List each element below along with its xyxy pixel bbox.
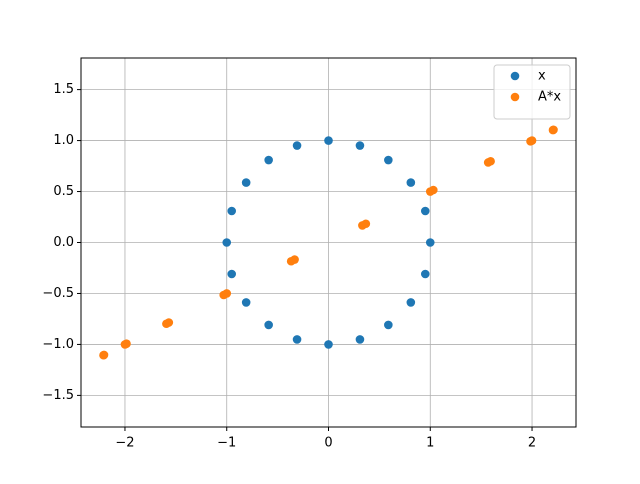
legend-marker (510, 92, 520, 102)
point (292, 335, 302, 344)
point (292, 141, 302, 150)
y-tick-label: 0.0 (53, 235, 74, 250)
point (420, 206, 430, 216)
x-tick-label: 0 (324, 436, 332, 451)
point (324, 136, 333, 145)
point (241, 298, 251, 307)
point (355, 141, 365, 150)
legend-marker (510, 71, 520, 81)
point (549, 125, 558, 135)
point (486, 156, 495, 166)
x-tick-label: −1 (217, 436, 236, 451)
point (99, 350, 108, 360)
point (227, 269, 237, 279)
y-tick-label: 0.5 (53, 184, 74, 199)
point (324, 340, 333, 349)
y-tick-label: −1.0 (42, 337, 74, 352)
point (222, 238, 232, 247)
point (120, 340, 130, 349)
y-tick-label: 1.5 (53, 82, 74, 97)
point (527, 136, 537, 145)
y-tick-label: −1.5 (42, 388, 74, 403)
point (241, 178, 251, 187)
plot-frame (80, 57, 577, 428)
point (384, 155, 393, 165)
point (384, 320, 393, 330)
point (406, 298, 416, 307)
point (406, 178, 416, 187)
point (219, 290, 228, 300)
x-tick-label: 1 (426, 436, 434, 451)
point (429, 185, 438, 195)
point (264, 320, 273, 330)
point (162, 319, 171, 329)
point (358, 221, 367, 230)
x-tick-label: 2 (528, 436, 536, 451)
x-tick-label: −2 (115, 436, 134, 451)
y-tick-label: 1.0 (53, 133, 74, 148)
legend: x A*x (493, 64, 571, 120)
point (264, 155, 273, 165)
point (355, 335, 365, 344)
point (420, 269, 430, 279)
point (425, 238, 435, 247)
point (286, 256, 296, 266)
point (227, 206, 237, 216)
legend-label: x (538, 69, 546, 84)
y-tick-label: −0.5 (42, 286, 74, 301)
legend-label: A*x (538, 90, 561, 105)
